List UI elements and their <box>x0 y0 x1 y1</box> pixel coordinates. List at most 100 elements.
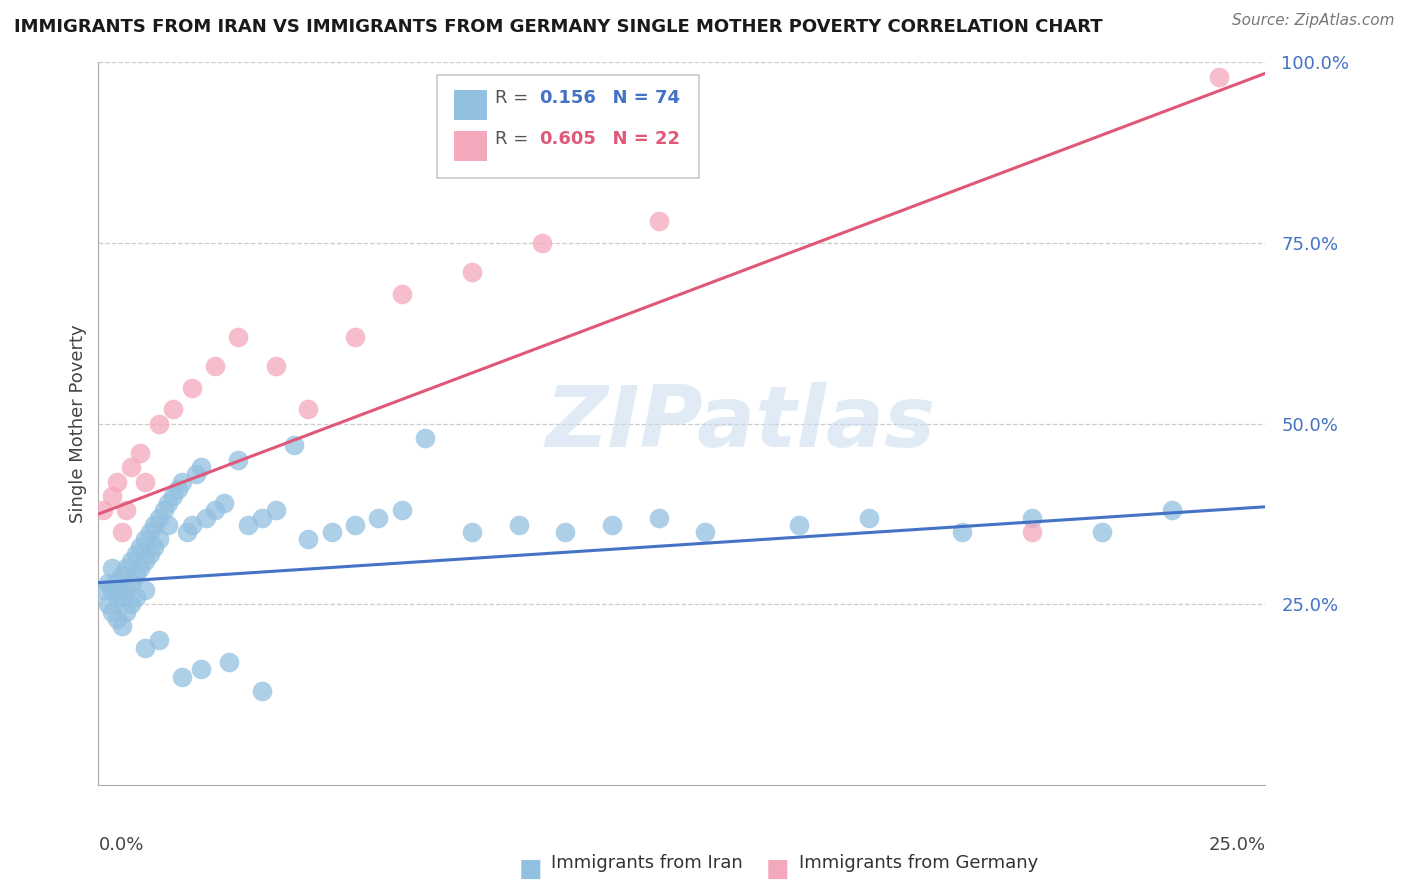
Point <box>344 517 367 532</box>
Point <box>139 524 162 539</box>
Point <box>250 684 273 698</box>
Point <box>129 445 152 459</box>
Point <box>157 496 180 510</box>
Point <box>125 590 148 604</box>
Text: Immigrants from Iran: Immigrants from Iran <box>551 854 742 871</box>
Point <box>194 510 217 524</box>
Point <box>101 561 124 575</box>
Point <box>391 286 413 301</box>
Point <box>228 452 250 467</box>
Point <box>134 554 156 568</box>
Point <box>180 380 202 394</box>
Point <box>508 517 530 532</box>
Point <box>321 524 343 539</box>
Bar <box>454 131 486 161</box>
Point <box>139 547 162 561</box>
Point <box>186 467 208 482</box>
FancyBboxPatch shape <box>437 76 699 178</box>
Point <box>950 524 973 539</box>
Point <box>413 431 436 445</box>
Text: ZIPatlas: ZIPatlas <box>546 382 935 466</box>
Point <box>111 619 134 633</box>
Point <box>1208 70 1230 84</box>
Point <box>105 475 128 489</box>
Point <box>129 561 152 575</box>
Point <box>858 510 880 524</box>
Point <box>115 605 138 619</box>
Point <box>647 214 669 228</box>
Point <box>111 524 134 539</box>
Point <box>111 568 134 582</box>
Point <box>1021 524 1043 539</box>
Point <box>264 503 287 517</box>
Point <box>190 662 212 676</box>
Point <box>190 460 212 475</box>
Point <box>152 503 174 517</box>
Text: R =: R = <box>495 129 534 148</box>
Text: ■: ■ <box>519 857 543 881</box>
Point <box>250 510 273 524</box>
Text: Immigrants from Germany: Immigrants from Germany <box>799 854 1038 871</box>
Bar <box>454 90 486 120</box>
Point <box>461 524 484 539</box>
Point <box>204 503 226 517</box>
Text: Source: ZipAtlas.com: Source: ZipAtlas.com <box>1232 13 1395 29</box>
Point <box>148 633 170 648</box>
Text: 0.0%: 0.0% <box>98 836 143 854</box>
Point <box>297 402 319 417</box>
Point <box>297 533 319 547</box>
Text: 0.156: 0.156 <box>540 89 596 107</box>
Point <box>120 554 142 568</box>
Point <box>134 640 156 655</box>
Point <box>647 510 669 524</box>
Point <box>101 582 124 597</box>
Point <box>172 669 194 683</box>
Point <box>228 330 250 344</box>
Point <box>148 533 170 547</box>
Point <box>283 438 305 452</box>
Point <box>111 590 134 604</box>
Point <box>105 590 128 604</box>
Point <box>148 417 170 431</box>
Point <box>218 655 240 669</box>
Point <box>97 598 120 612</box>
Text: ■: ■ <box>766 857 790 881</box>
Y-axis label: Single Mother Poverty: Single Mother Poverty <box>69 325 87 523</box>
Point <box>162 489 184 503</box>
Point <box>91 582 114 597</box>
Point <box>125 547 148 561</box>
Point <box>91 503 114 517</box>
Point <box>120 460 142 475</box>
Point <box>120 575 142 590</box>
Point <box>367 510 389 524</box>
Point <box>134 582 156 597</box>
Point <box>176 524 198 539</box>
Point <box>125 568 148 582</box>
Point <box>264 359 287 373</box>
Point <box>97 575 120 590</box>
Point <box>166 482 188 496</box>
Point <box>129 540 152 554</box>
Point <box>101 605 124 619</box>
Point <box>120 598 142 612</box>
Point <box>461 265 484 279</box>
Point <box>157 517 180 532</box>
Point <box>236 517 259 532</box>
Point <box>344 330 367 344</box>
Point <box>787 517 810 532</box>
Text: 25.0%: 25.0% <box>1208 836 1265 854</box>
Point <box>115 503 138 517</box>
Point <box>180 517 202 532</box>
Text: N = 74: N = 74 <box>600 89 681 107</box>
Point <box>143 517 166 532</box>
Point <box>148 510 170 524</box>
Text: R =: R = <box>495 89 534 107</box>
Point <box>101 489 124 503</box>
Point <box>554 524 576 539</box>
Point <box>143 540 166 554</box>
Point <box>391 503 413 517</box>
Point <box>162 402 184 417</box>
Point <box>214 496 236 510</box>
Point <box>115 561 138 575</box>
Point <box>105 575 128 590</box>
